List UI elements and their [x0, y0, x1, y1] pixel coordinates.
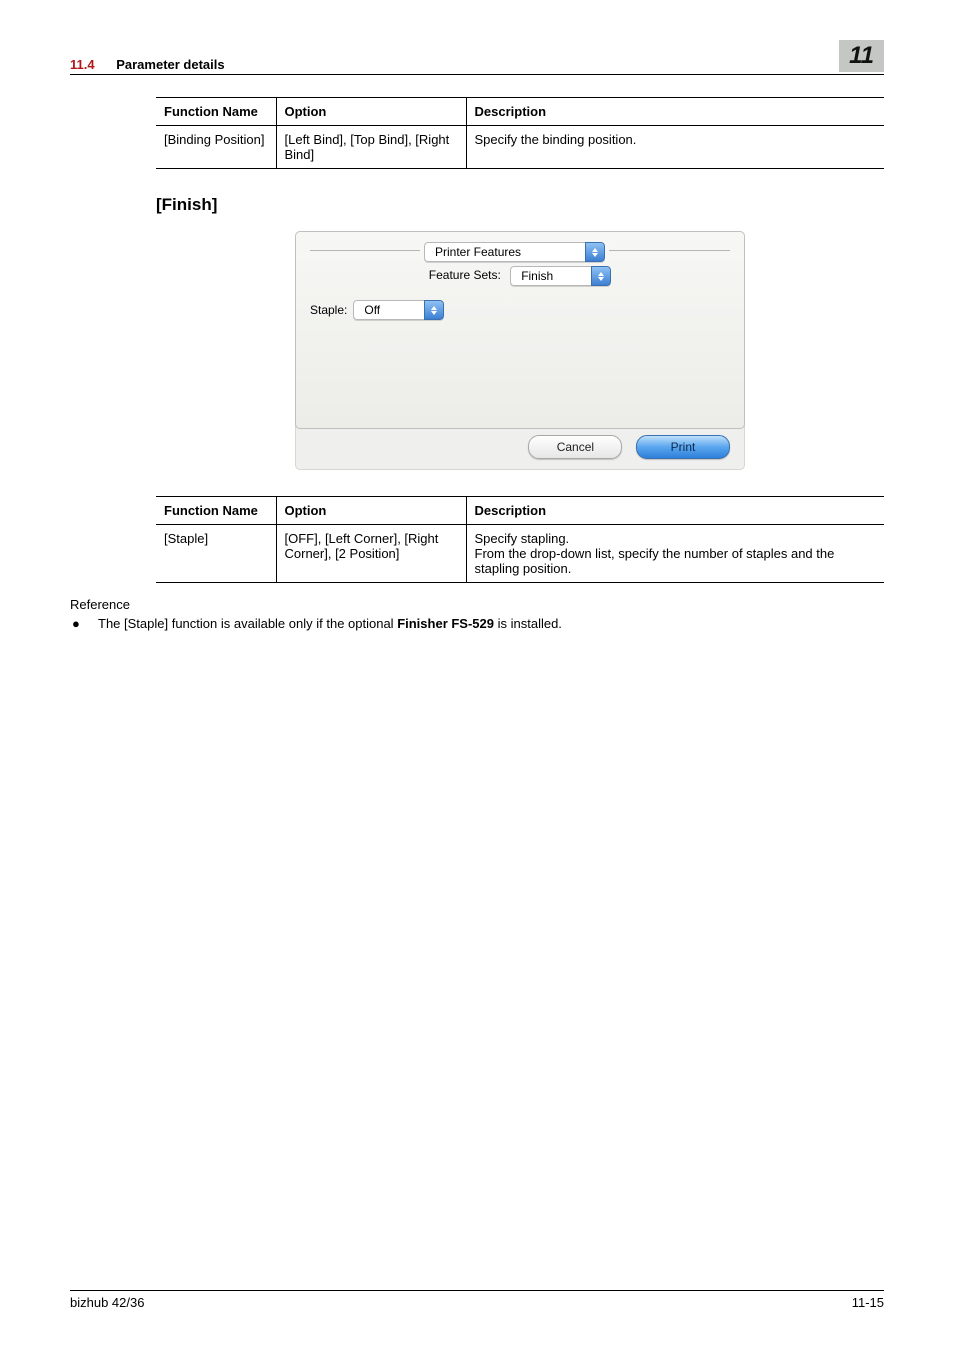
feature-sets-label: Feature Sets:	[429, 268, 501, 282]
printer-features-select[interactable]: Printer Features	[424, 242, 605, 262]
table-header-row: Function Name Option Description	[156, 98, 884, 126]
reference-bullet-row: ● The [Staple] function is available onl…	[70, 616, 884, 631]
table-row: [Staple] [OFF], [Left Corner], [Right Co…	[156, 525, 884, 583]
staple-label: Staple:	[310, 303, 347, 317]
dialog-body: Printer Features Feature Sets: Finish St…	[295, 231, 745, 429]
reference-block: Reference ● The [Staple] function is ava…	[70, 597, 884, 631]
staple-table: Function Name Option Description [Staple…	[156, 496, 884, 583]
reference-post: is installed.	[494, 616, 562, 631]
col-header-description: Description	[466, 497, 884, 525]
printer-features-dialog: Printer Features Feature Sets: Finish St…	[295, 231, 745, 470]
col-header-function: Function Name	[156, 98, 276, 126]
chapter-badge: 11	[839, 40, 884, 72]
col-header-option: Option	[276, 98, 466, 126]
cell-description: Specify stapling. From the drop-down lis…	[466, 525, 884, 583]
header-left: 11.4 Parameter details	[70, 57, 839, 72]
col-header-function: Function Name	[156, 497, 276, 525]
table-header-row: Function Name Option Description	[156, 497, 884, 525]
staple-row: Staple: Off	[310, 300, 730, 320]
col-header-option: Option	[276, 497, 466, 525]
table-row: [Binding Position] [Left Bind], [Top Bin…	[156, 126, 884, 169]
footer-left: bizhub 42/36	[70, 1295, 144, 1310]
dropdown-arrows-icon	[585, 242, 605, 262]
binding-position-table: Function Name Option Description [Bindin…	[156, 97, 884, 169]
reference-pre: The [Staple] function is available only …	[98, 616, 397, 631]
cell-option: [OFF], [Left Corner], [Right Corner], [2…	[276, 525, 466, 583]
col-header-description: Description	[466, 98, 884, 126]
dropdown-arrows-icon	[424, 300, 444, 320]
cell-function: [Binding Position]	[156, 126, 276, 169]
staple-select[interactable]: Off	[353, 300, 444, 320]
section-number: 11.4	[70, 57, 95, 72]
fieldset-legend: Printer Features	[420, 242, 609, 262]
reference-label: Reference	[70, 597, 884, 612]
finish-heading: [Finish]	[156, 195, 884, 215]
cell-function: [Staple]	[156, 525, 276, 583]
cell-option: [Left Bind], [Top Bind], [Right Bind]	[276, 126, 466, 169]
feature-sets-select[interactable]: Finish	[510, 266, 611, 286]
dialog-spacer	[310, 320, 730, 410]
cell-description: Specify the binding position.	[466, 126, 884, 169]
footer-right: 11-15	[852, 1295, 884, 1310]
staple-value: Off	[353, 300, 424, 320]
bullet-icon: ●	[70, 616, 98, 631]
feature-sets-row: Feature Sets: Finish	[310, 266, 730, 286]
page-header: 11.4 Parameter details 11	[70, 40, 884, 75]
printer-features-value: Printer Features	[424, 242, 585, 262]
feature-sets-value: Finish	[510, 266, 591, 286]
dropdown-arrows-icon	[591, 266, 611, 286]
reference-text: The [Staple] function is available only …	[98, 616, 562, 631]
reference-bold: Finisher FS-529	[397, 616, 494, 631]
dialog-footer: Cancel Print	[295, 425, 745, 470]
fieldset-printer-features: Printer Features	[310, 242, 730, 256]
cancel-button[interactable]: Cancel	[528, 435, 622, 459]
print-button[interactable]: Print	[636, 435, 730, 459]
section-title: Parameter details	[116, 57, 224, 72]
page-footer: bizhub 42/36 11-15	[70, 1290, 884, 1310]
